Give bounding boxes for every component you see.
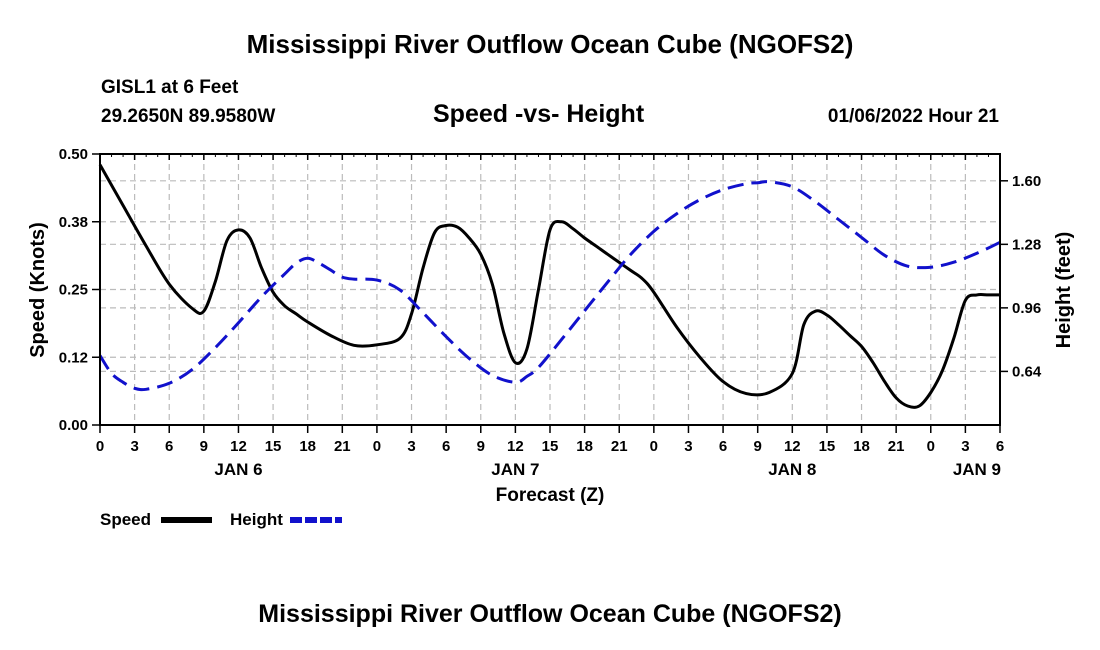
chart-subtitle: Speed -vs- Height <box>433 100 645 128</box>
series-layer <box>98 164 1001 409</box>
station-label: GISL1 at 6 Feet <box>101 77 239 98</box>
forecast-datetime: 01/06/2022 Hour 21 <box>827 106 999 127</box>
x-tick-label: 3 <box>684 438 692 455</box>
x-tick-label: 3 <box>407 438 415 455</box>
y-tick-label: 0.50 <box>59 146 88 163</box>
date-label: JAN 6 <box>214 460 262 479</box>
x-tick-label: 15 <box>265 438 282 455</box>
x-tick-label: 3 <box>961 438 969 455</box>
x-tick-label: 9 <box>754 438 762 455</box>
x-tick-label: 15 <box>542 438 559 455</box>
x-tick-label: 6 <box>442 438 450 455</box>
y-tick-label: 0.12 <box>59 349 88 366</box>
x-tick-label: 6 <box>165 438 173 455</box>
x-tick-label: 12 <box>230 438 247 455</box>
y-tick-label: 0.00 <box>59 417 88 434</box>
date-label: JAN 9 <box>953 460 1001 479</box>
legend-speed-label: Speed <box>100 510 151 529</box>
page-title: Mississippi River Outflow Ocean Cube (NG… <box>246 29 854 59</box>
x-tick-label: 12 <box>784 438 801 455</box>
x-tick-label: 0 <box>927 438 935 455</box>
date-label: JAN 7 <box>491 460 539 479</box>
date-label: JAN 8 <box>768 460 816 479</box>
x-tick-label: 18 <box>576 438 593 455</box>
x-axis-label: Forecast (Z) <box>496 485 605 506</box>
height-series-line <box>98 180 1001 392</box>
legend-height-label: Height <box>230 510 283 529</box>
x-tick-label: 18 <box>853 438 870 455</box>
x-tick-label: 6 <box>719 438 727 455</box>
speed-series-line <box>98 164 1000 409</box>
x-tick-label: 18 <box>299 438 316 455</box>
footer-title: Mississippi River Outflow Ocean Cube (NG… <box>258 600 842 628</box>
x-tick-label: 21 <box>611 438 628 455</box>
x-tick-label: 21 <box>888 438 905 455</box>
axes: 0 3 6 9 12 15 18 21 0 3 6 9 12 15 18 21 0 3 6 9 12 15 18 21 0 3 6 J… <box>59 146 1042 479</box>
grid-lines <box>100 154 1000 425</box>
x-tick-label: 3 <box>130 438 138 455</box>
x-tick-label: 6 <box>996 438 1004 455</box>
x-tick-label: 12 <box>507 438 524 455</box>
y-tick-label: 0.38 <box>59 214 88 231</box>
y2-tick-label: 1.60 <box>1012 173 1041 190</box>
station-coordinates: 29.2650N 89.9580W <box>101 106 276 127</box>
y2-tick-label: 0.96 <box>1012 300 1041 317</box>
x-tick-label: 0 <box>96 438 104 455</box>
x-tick-label: 0 <box>650 438 658 455</box>
y-axis-label-left: Speed (Knots) <box>27 222 49 358</box>
x-tick-label: 9 <box>200 438 208 455</box>
x-tick-label: 15 <box>819 438 836 455</box>
y2-tick-label: 0.64 <box>1012 363 1042 380</box>
x-tick-label: 21 <box>334 438 351 455</box>
y2-tick-label: 1.28 <box>1012 236 1041 253</box>
y-tick-label: 0.25 <box>59 282 88 299</box>
y-axis-label-right: Height (feet) <box>1053 232 1075 349</box>
x-tick-label: 0 <box>373 438 381 455</box>
x-tick-label: 9 <box>477 438 485 455</box>
